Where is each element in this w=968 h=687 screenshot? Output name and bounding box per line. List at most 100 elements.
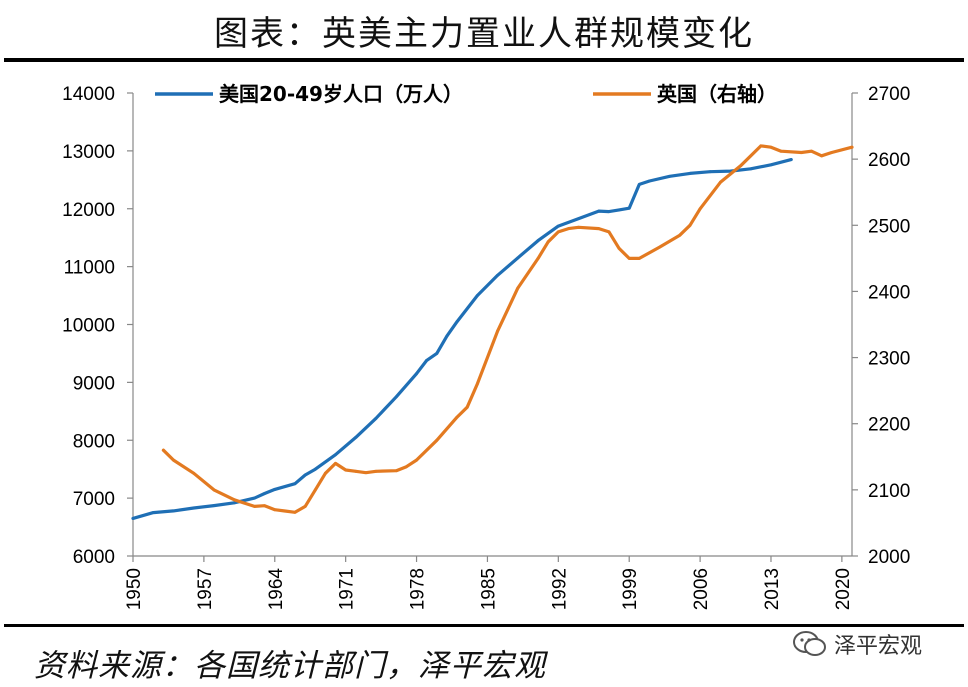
data-point-us xyxy=(334,453,337,457)
y-right-tick-label: 2200 xyxy=(868,415,910,436)
data-point-uk xyxy=(232,498,236,502)
data-point-uk xyxy=(678,233,682,237)
x-tick-label: 2013 xyxy=(762,568,783,610)
y-right-tick-label: 2400 xyxy=(868,282,910,303)
title-divider xyxy=(4,58,964,62)
data-point-uk xyxy=(698,207,702,211)
data-point-us xyxy=(435,352,439,355)
data-point-uk xyxy=(830,151,834,154)
source-note: 资料来源：各国统计部门，泽平宏观 xyxy=(34,648,546,684)
data-point-uk xyxy=(253,504,256,508)
data-point-uk xyxy=(273,508,277,512)
data-point-uk xyxy=(546,240,550,244)
data-point-us xyxy=(769,163,773,167)
data-point-uk xyxy=(344,468,348,472)
data-point-us xyxy=(627,206,631,210)
legend-label: 英国（右轴） xyxy=(657,82,777,106)
data-point-uk xyxy=(556,230,560,234)
data-point-uk xyxy=(283,509,287,513)
y-right-tick-label: 2000 xyxy=(868,547,910,568)
data-point-us xyxy=(475,294,479,297)
data-point-us xyxy=(607,210,611,214)
x-tick-label: 2020 xyxy=(833,568,854,610)
data-point-us xyxy=(516,256,520,260)
data-point-uk xyxy=(415,458,418,462)
data-point-uk xyxy=(688,223,692,227)
data-point-uk xyxy=(455,415,459,419)
data-point-us xyxy=(688,172,692,175)
data-point-uk xyxy=(799,151,803,154)
data-point-uk xyxy=(374,469,378,473)
data-point-us xyxy=(293,482,297,486)
data-point-uk xyxy=(607,230,611,234)
data-point-us xyxy=(617,208,621,212)
data-point-us xyxy=(253,496,256,500)
y-left-tick-label: 14000 xyxy=(62,84,115,105)
data-point-us xyxy=(263,492,267,495)
data-point-us xyxy=(131,516,135,520)
x-tick-label: 1992 xyxy=(549,568,570,610)
data-point-us xyxy=(354,435,358,439)
x-tick-label: 1950 xyxy=(124,568,145,610)
watermark-label: 泽平宏观 xyxy=(834,634,923,659)
data-point-uk xyxy=(759,144,763,148)
data-point-us xyxy=(192,506,196,510)
y-left-tick-label: 12000 xyxy=(62,200,115,221)
x-tick-label: 1971 xyxy=(337,568,358,610)
y-left-tick-label: 7000 xyxy=(73,489,115,510)
data-point-uk xyxy=(354,469,358,473)
data-point-us xyxy=(374,416,378,420)
data-point-us xyxy=(232,501,236,505)
series-line-us xyxy=(131,158,793,520)
x-tick-label: 1978 xyxy=(408,568,429,610)
data-point-uk xyxy=(405,465,408,469)
y-right-tick-label: 2300 xyxy=(868,349,910,370)
data-point-uk xyxy=(334,462,337,465)
data-point-us xyxy=(708,170,712,174)
y-right-tick-label: 2100 xyxy=(868,481,910,502)
data-point-uk xyxy=(779,149,783,153)
data-point-uk xyxy=(536,256,540,260)
data-point-uk xyxy=(313,488,317,492)
data-point-us xyxy=(455,320,459,324)
data-point-us xyxy=(394,395,398,399)
y-left-tick-label: 10000 xyxy=(62,316,115,337)
y-right-tick-label: 2500 xyxy=(868,216,910,237)
data-point-us xyxy=(151,511,155,514)
data-point-uk xyxy=(637,256,641,260)
data-point-us xyxy=(303,473,307,477)
data-point-us xyxy=(212,504,216,508)
data-point-us xyxy=(273,488,277,491)
data-point-uk xyxy=(435,438,439,442)
data-point-us xyxy=(536,239,540,242)
data-point-uk xyxy=(465,405,469,409)
y-left-tick-label: 13000 xyxy=(62,142,115,163)
data-point-uk xyxy=(242,501,246,505)
data-point-uk xyxy=(810,149,813,153)
data-point-uk xyxy=(617,247,621,250)
data-point-uk xyxy=(212,488,216,492)
data-point-uk xyxy=(567,227,570,230)
data-point-us xyxy=(597,209,601,213)
data-point-uk xyxy=(324,471,327,475)
data-point-uk xyxy=(303,504,307,508)
y-right-tick-label: 2600 xyxy=(868,150,910,171)
y-left-tick-label: 8000 xyxy=(73,431,115,452)
data-point-us xyxy=(556,224,560,228)
y-left-tick-label: 9000 xyxy=(73,373,115,394)
wechat-icon xyxy=(793,631,826,656)
data-point-uk xyxy=(627,256,631,260)
data-point-us xyxy=(577,217,580,220)
data-point-us xyxy=(648,179,651,183)
data-point-uk xyxy=(850,145,854,149)
data-point-uk xyxy=(820,154,824,158)
data-point-uk xyxy=(739,164,743,168)
data-point-us xyxy=(172,509,175,513)
data-point-us xyxy=(749,167,753,171)
data-point-us xyxy=(415,372,418,376)
y-right-tick-label: 2700 xyxy=(868,84,910,105)
data-point-us xyxy=(789,158,793,161)
y-left-tick-label: 11000 xyxy=(64,258,115,279)
data-point-uk xyxy=(364,471,368,475)
series-line-uk xyxy=(161,144,854,514)
